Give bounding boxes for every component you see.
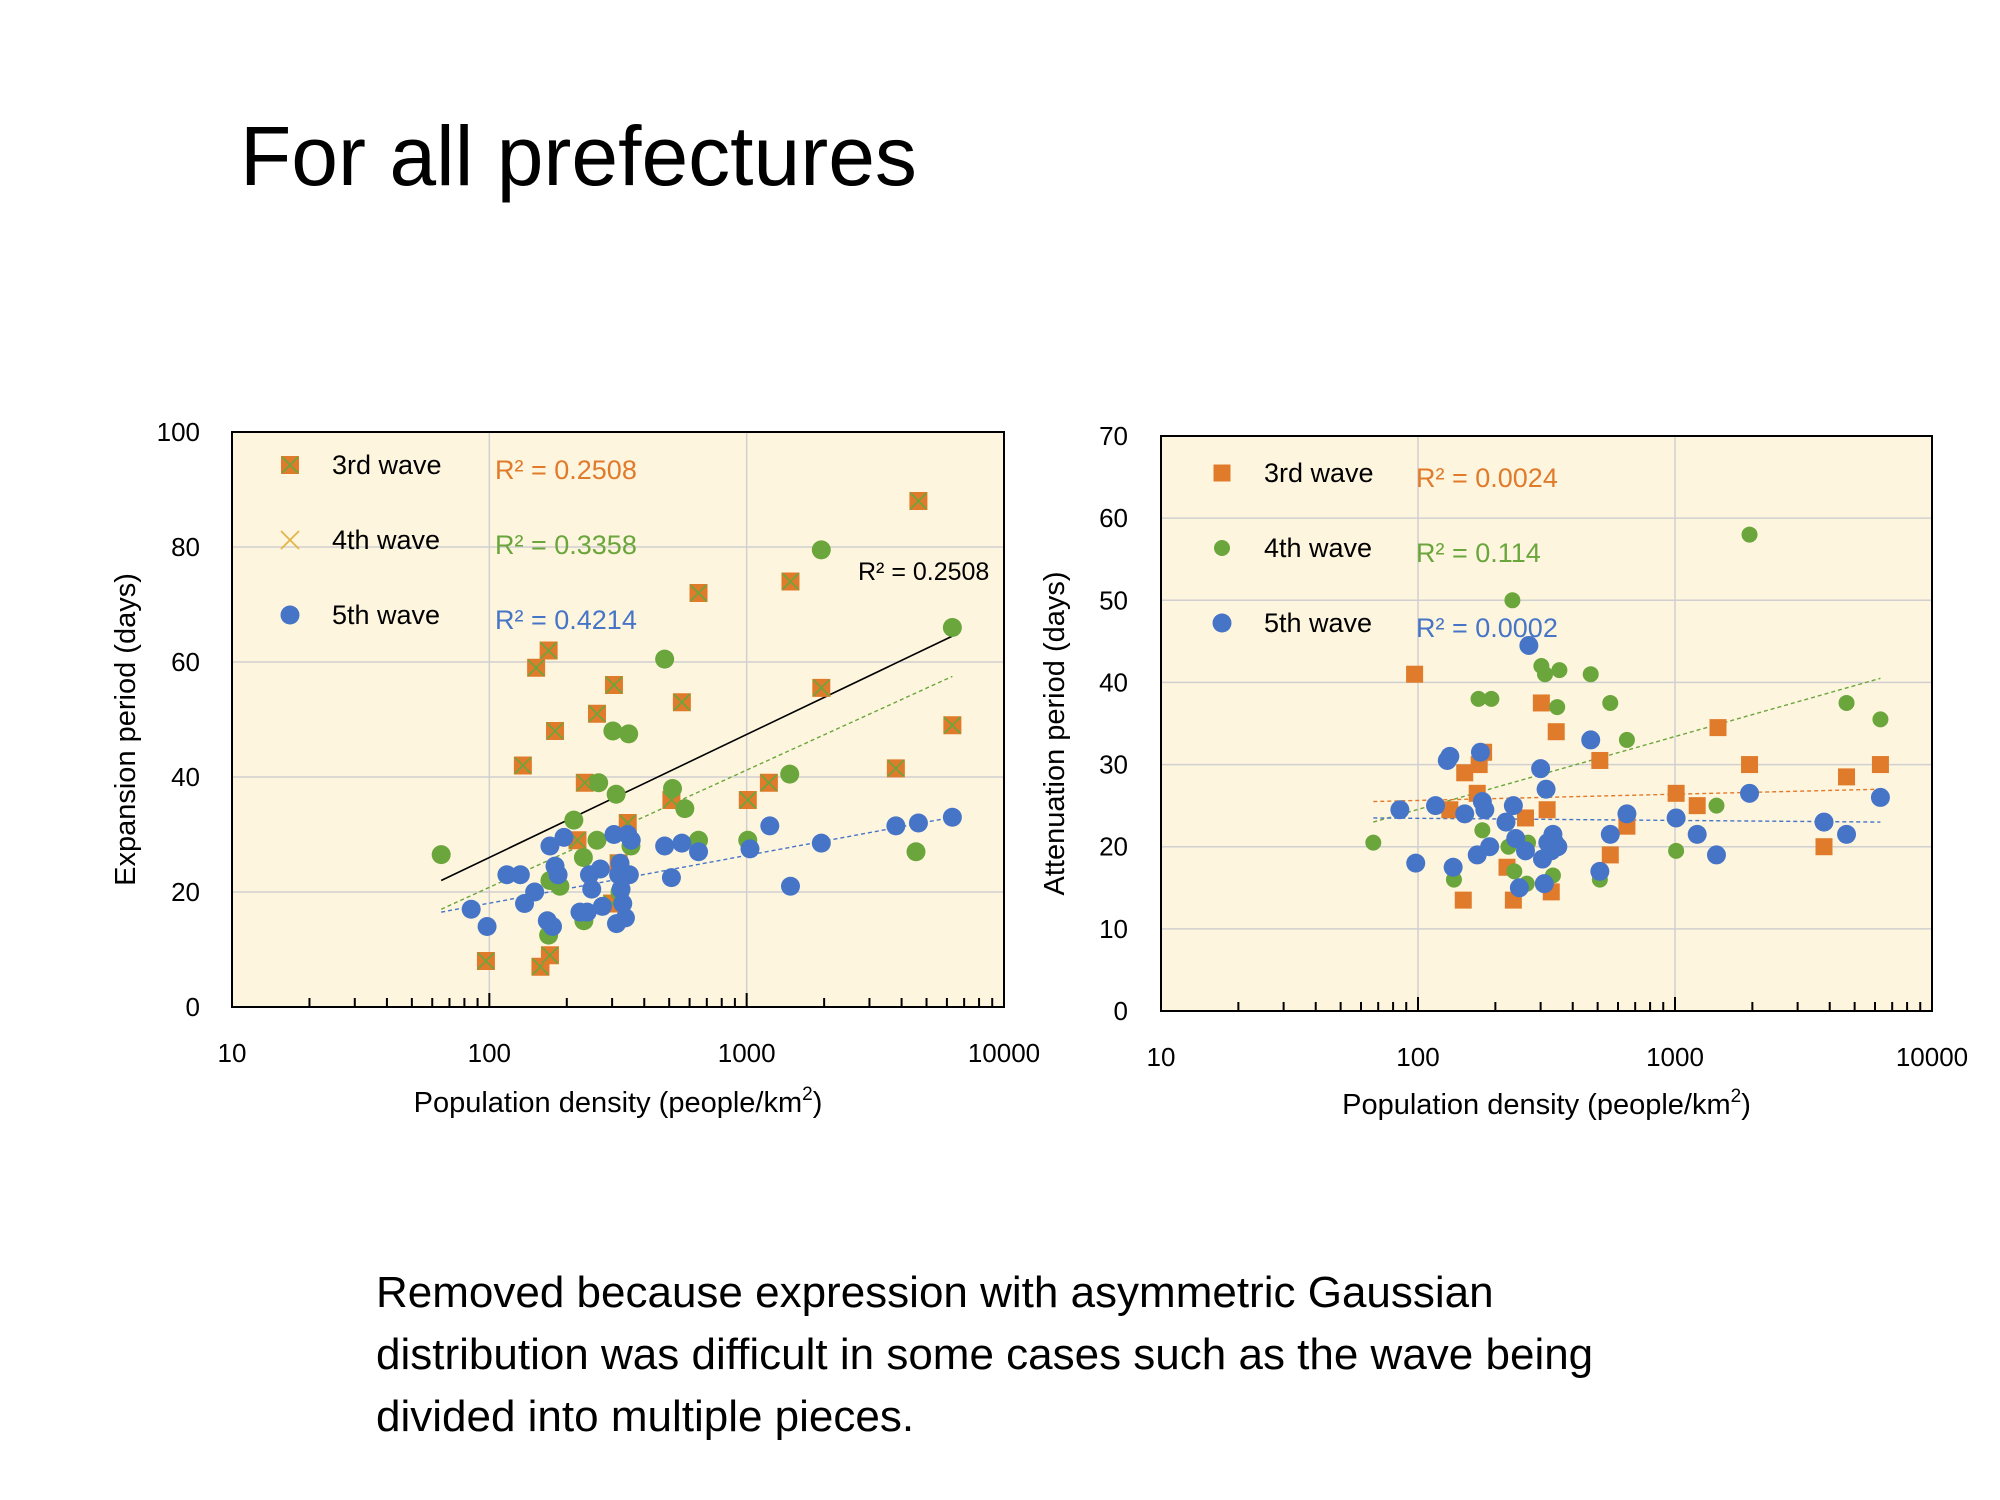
data-point-4th-wave <box>663 779 683 798</box>
data-point-5th-wave <box>672 833 692 853</box>
data-point-5th-wave <box>655 836 675 856</box>
data-point-5th-wave <box>740 839 760 859</box>
data-point-5th-wave <box>548 865 568 885</box>
data-point-4th-wave <box>942 618 962 637</box>
legend-r2-label: R² = 0.3358 <box>495 530 637 560</box>
data-point-3rd-wave-cross <box>527 659 545 677</box>
data-point-4th-wave <box>780 764 800 784</box>
data-point-5th-wave <box>615 908 635 928</box>
data-point-4th-wave <box>603 721 623 741</box>
y-tick-label: 100 <box>157 417 200 447</box>
data-point-4th-wave <box>564 810 584 830</box>
data-point-3rd-wave-cross <box>812 679 830 697</box>
x-tick-label: 100 <box>468 1038 511 1068</box>
data-point-5th-wave <box>497 865 517 885</box>
data-point-5th-wave <box>582 879 602 899</box>
x-axis-label-end: ) <box>813 1087 823 1119</box>
data-point-3rd-wave-cross <box>887 759 905 777</box>
plot-frame <box>231 431 1005 1008</box>
y-tick-label: 40 <box>171 762 200 792</box>
data-point-5th-wave <box>543 917 563 936</box>
data-point-3rd-wave-cross <box>576 774 594 792</box>
y-tick-label: 0 <box>186 992 200 1022</box>
legend-marker-4th-wave <box>280 530 300 550</box>
x-axis-label: Population density (people/km2) <box>414 1084 823 1119</box>
data-point-4th-wave <box>431 845 451 865</box>
data-point-5th-wave <box>461 899 481 919</box>
trendline-r2-label: R² = 0.2508 <box>858 558 989 586</box>
data-point-4th-wave <box>573 848 593 867</box>
legend-label: 4th wave <box>332 525 440 555</box>
x-tick-label: 1000 <box>718 1038 776 1068</box>
data-point-3rd-wave-cross <box>540 641 558 660</box>
y-tick-label: 80 <box>171 532 200 562</box>
x-axis-label-text: Population density (people/km <box>414 1087 803 1119</box>
data-point-3rd-wave-cross <box>689 584 708 602</box>
data-point-3rd-wave-cross <box>546 722 564 740</box>
data-point-5th-wave <box>525 882 545 902</box>
data-point-5th-wave <box>590 859 610 879</box>
data-point-5th-wave <box>592 896 612 916</box>
data-point-5th-wave <box>621 830 641 850</box>
legend-r2-label: R² = 0.4214 <box>495 605 637 635</box>
data-point-3rd-wave-cross <box>781 572 800 591</box>
data-point-3rd-wave-cross <box>541 946 559 964</box>
data-point-5th-wave <box>577 902 597 922</box>
data-point-3rd-wave-cross <box>739 791 757 809</box>
data-point-3rd-wave-cross <box>514 756 532 775</box>
data-point-5th-wave <box>942 807 962 827</box>
data-point-4th-wave <box>655 649 675 669</box>
data-point-5th-wave <box>477 917 497 936</box>
data-point-3rd-wave-cross <box>943 716 961 734</box>
legend-r2-label: R² = 0.2508 <box>495 455 637 485</box>
trendline-3rd-wave <box>440 635 953 882</box>
y-tick-label: 20 <box>171 877 200 907</box>
data-point-4th-wave <box>811 540 831 560</box>
data-point-3rd-wave-cross <box>760 774 778 792</box>
data-point-5th-wave <box>689 842 709 862</box>
data-point-5th-wave <box>886 816 906 836</box>
note-line-3: divided into multiple pieces. <box>376 1392 915 1441</box>
data-point-5th-wave <box>908 813 928 833</box>
legend-label: 3rd wave <box>332 450 442 480</box>
x-tick-label: 10000 <box>968 1038 1040 1068</box>
data-point-5th-wave <box>554 827 574 847</box>
data-point-5th-wave <box>780 876 800 896</box>
x-axis-label-superscript: 2 <box>802 1084 813 1105</box>
x-tick-label: 10 <box>218 1038 247 1068</box>
slide-title: For all prefectures <box>240 109 917 203</box>
y-tick-label: 60 <box>171 647 200 677</box>
note-line-2: distribution was difficult in some cases… <box>376 1330 1594 1379</box>
y-axis-label: Expansion period (days) <box>110 573 142 886</box>
data-point-3rd-wave-cross <box>673 693 691 711</box>
data-point-5th-wave <box>661 868 681 888</box>
data-point-5th-wave <box>611 879 631 899</box>
data-point-3rd-wave-cross <box>477 952 495 970</box>
data-point-3rd-wave-cross <box>909 492 927 510</box>
data-point-4th-wave <box>675 799 695 819</box>
legend-marker-5th-wave <box>280 605 300 625</box>
data-point-5th-wave <box>510 865 530 885</box>
note-line-1: Removed because expression with asymmetr… <box>376 1268 1494 1317</box>
data-point-5th-wave <box>613 894 633 913</box>
data-point-5th-wave <box>760 816 780 836</box>
data-point-5th-wave <box>604 825 624 844</box>
data-point-5th-wave <box>540 836 560 856</box>
legend-marker-3rd-wave-cross <box>281 456 299 474</box>
data-point-5th-wave <box>811 833 831 853</box>
data-point-4th-wave <box>906 842 926 862</box>
data-point-4th-wave <box>587 830 607 850</box>
data-point-3rd-wave-cross <box>588 705 606 723</box>
data-point-4th-wave <box>606 784 626 804</box>
legend-label: 5th wave <box>332 600 440 630</box>
data-point-3rd-wave-cross <box>605 676 623 694</box>
data-point-4th-wave <box>589 773 609 793</box>
data-point-5th-wave <box>619 865 639 885</box>
slide-note: Removed because expression with asymmetr… <box>376 1262 1816 1448</box>
data-point-4th-wave <box>619 724 639 744</box>
